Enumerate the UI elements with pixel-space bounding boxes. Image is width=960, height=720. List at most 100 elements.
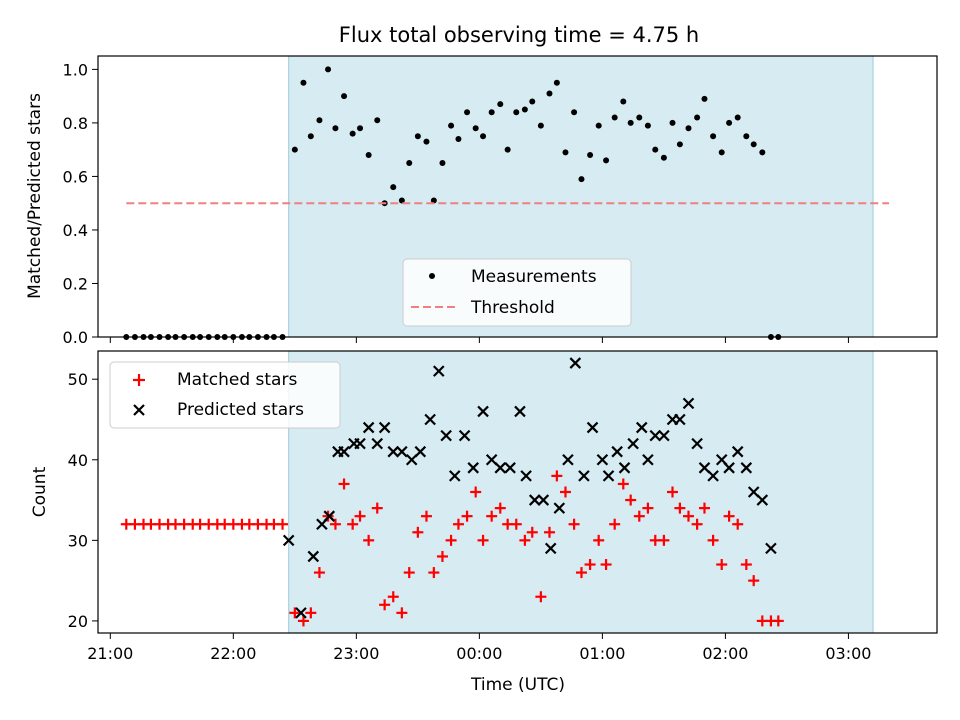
predicted-star-point: [765, 542, 777, 555]
top-ylabel: Matched/Predicted stars: [25, 93, 45, 299]
top-ytick-label: 0.4: [63, 221, 88, 240]
predicted-star-point: [520, 470, 532, 482]
matched-star-point: [748, 575, 760, 587]
legend-measurements-label: Measurements: [471, 267, 597, 287]
measurement-point: [357, 125, 364, 132]
matched-star-point: [617, 478, 629, 490]
measurement-point: [595, 122, 602, 129]
matched-star-point: [559, 486, 571, 498]
matched-star-point: [445, 534, 457, 546]
measurement-point: [578, 176, 585, 183]
bottom-series-1: [282, 357, 777, 619]
matched-star-point: [593, 534, 605, 546]
matched-star-point: [289, 607, 301, 619]
predicted-star-point: [642, 453, 654, 466]
matched-star-point: [412, 526, 424, 538]
predicted-star-point: [432, 365, 445, 377]
measurement-point: [694, 114, 701, 121]
measurement-point: [546, 90, 553, 97]
top-legend-box: [402, 258, 632, 327]
matched-star-point: [477, 534, 489, 546]
measurement-point: [349, 130, 356, 137]
measurement-point: [374, 117, 381, 124]
matched-star-point: [584, 559, 596, 571]
predicted-star-point: [371, 437, 384, 450]
predicted-star-point: [682, 397, 695, 410]
measurement-point: [472, 125, 479, 132]
predicted-star-point: [396, 445, 408, 458]
measurement-point: [423, 138, 430, 145]
measurement-point: [710, 133, 717, 140]
matched-star-point: [371, 502, 383, 514]
predicted-star-point: [553, 502, 566, 514]
predicted-star-point: [477, 405, 489, 418]
predicted-star-point: [544, 542, 557, 555]
predicted-star-point: [362, 421, 375, 434]
matched-star-point: [642, 502, 654, 514]
matched-star-point: [396, 607, 408, 619]
matched-star-point: [329, 518, 341, 530]
measurement-point: [448, 122, 455, 129]
predicted-star-point: [295, 607, 307, 619]
bottom-xtick-label: 23:00: [333, 644, 379, 663]
matched-star-point: [535, 591, 547, 603]
matched-star-point: [277, 518, 289, 530]
matched-star-point: [363, 534, 375, 546]
predicted-star-point: [307, 550, 320, 563]
predicted-star-point: [282, 534, 295, 547]
predicted-star-point: [354, 437, 366, 450]
measurement-point: [743, 133, 750, 140]
legend-matched-marker: [133, 374, 145, 386]
matched-star-point: [526, 526, 538, 538]
measurement-point: [571, 109, 578, 116]
matched-star-point: [470, 486, 482, 498]
bottom-ytick-label: 50: [68, 370, 88, 389]
matched-star-point: [420, 510, 432, 522]
measurement-point: [553, 79, 560, 86]
top-ytick-label: 0.6: [63, 167, 88, 186]
measurement-point: [390, 184, 397, 191]
measurement-point: [480, 133, 487, 140]
predicted-star-point: [674, 413, 686, 426]
bottom-ylabel: Count: [30, 466, 50, 517]
matched-star-point: [698, 502, 710, 514]
measurement-point: [644, 122, 651, 129]
measurement-point: [718, 149, 725, 156]
predicted-star-point: [485, 453, 498, 466]
predicted-star-point: [578, 470, 590, 482]
predicted-star-point: [537, 494, 550, 506]
top-ytick-label: 0.2: [63, 274, 88, 293]
measurement-point: [455, 135, 462, 142]
top-ytick-label: 1.0: [63, 60, 88, 79]
predicted-star-point: [658, 429, 670, 442]
measurement-point: [734, 114, 741, 121]
matched-star-point: [313, 567, 325, 579]
matched-star-point: [338, 478, 350, 490]
matched-star-point: [347, 518, 359, 530]
measurement-point: [325, 66, 332, 73]
measurement-point: [513, 109, 520, 116]
matched-star-point: [740, 559, 752, 571]
matched-star-point: [486, 510, 498, 522]
matched-star-point: [494, 502, 506, 514]
bottom-panel: 20 30 40 50 21:00 22:00 23:00 00:00 01:00 02:00 0…: [30, 350, 938, 695]
bottom-legend-box: [109, 361, 341, 429]
measurement-point: [439, 160, 446, 167]
top-ytick-label: 0.0: [63, 328, 88, 347]
matched-star-point: [436, 550, 448, 562]
matched-star-point: [716, 559, 728, 571]
matched-star-point: [658, 534, 670, 546]
measurement-point: [488, 109, 495, 116]
measurement-point: [636, 114, 643, 121]
predicted-star-point: [731, 445, 744, 458]
measurement-point: [759, 149, 766, 156]
matched-star-point: [297, 615, 309, 627]
measurement-point: [669, 119, 676, 126]
top-series-0: [123, 66, 782, 340]
matched-star-point: [551, 470, 563, 482]
predicted-star-point: [698, 462, 711, 474]
bottom-ytick-label: 40: [68, 451, 88, 470]
predicted-star-point: [611, 445, 623, 458]
measurement-point: [685, 125, 692, 132]
measurement-point: [406, 160, 413, 167]
